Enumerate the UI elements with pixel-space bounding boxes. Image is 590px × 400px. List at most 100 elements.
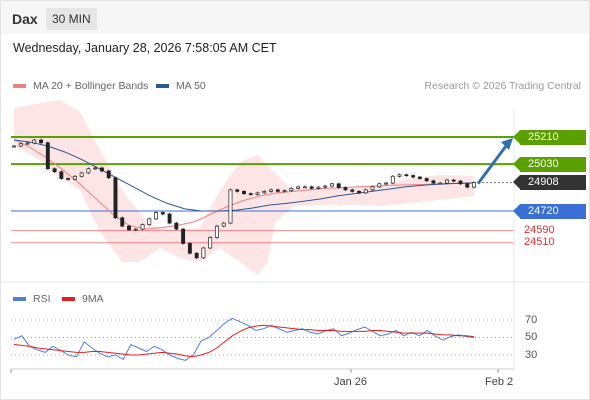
legend-rsi-label: RSI [33, 293, 51, 305]
candle-body [323, 185, 328, 188]
legend-9ma-label: 9MA [82, 293, 104, 305]
candle-body [66, 178, 71, 180]
candle-body [289, 187, 294, 191]
candle-body [12, 145, 16, 148]
candle-body [201, 247, 206, 259]
candle-body [72, 175, 77, 180]
candle-body [296, 186, 301, 189]
candle-body [384, 182, 389, 185]
level-tag-24510: 24510 [524, 236, 555, 248]
candle-body [214, 225, 219, 238]
level-tag-24908: 24908 [513, 175, 586, 190]
candle-body [424, 178, 429, 182]
candle-body [302, 186, 307, 189]
candle-body [106, 170, 111, 179]
candle-body [39, 139, 44, 144]
rsi-9ma-line [13, 324, 475, 358]
legend-9ma-swatch [62, 297, 75, 301]
candle-body [336, 183, 341, 188]
x-tick-jan26: Jan 26 [334, 376, 368, 388]
legend-ma50: MA 50 [156, 80, 206, 92]
level-tag-24590: 24590 [524, 224, 555, 236]
candle-body [404, 174, 409, 177]
candle-body [18, 143, 23, 147]
candle-body [140, 224, 145, 230]
candle-body [309, 186, 314, 189]
candle-body [363, 189, 368, 194]
candle-body [154, 212, 159, 220]
candle-body [411, 175, 416, 178]
candle-body [262, 191, 267, 194]
level-tag-24720: 24720 [513, 204, 586, 219]
candle-body [120, 217, 125, 227]
legend-rsi-swatch [13, 297, 26, 301]
candle-body [147, 218, 152, 225]
candle-body [316, 186, 321, 189]
candle-body [343, 187, 348, 191]
candle-body [187, 243, 192, 254]
level-value-25030: 25030 [528, 158, 559, 170]
level-tag-25210: 25210 [513, 130, 586, 145]
candle-body [444, 179, 449, 184]
level-value-24720: 24720 [528, 205, 559, 217]
candle-body [167, 213, 172, 224]
candle-body [282, 190, 287, 192]
tag-pointer [513, 175, 520, 189]
candle-body [59, 171, 64, 179]
legend-rsi: RSI [13, 293, 51, 305]
level-value-25210: 25210 [528, 131, 559, 143]
candle-body [228, 189, 233, 224]
candle-body [113, 177, 118, 219]
candle-body [417, 176, 422, 179]
candle-body [32, 139, 37, 144]
candle-body [397, 174, 402, 177]
candle-body [208, 237, 213, 249]
forecast-arrow-head [501, 138, 513, 150]
rsi-tick-30: 30 [525, 349, 538, 361]
legend-ma50-label: MA 50 [176, 80, 206, 92]
legend-ma20-swatch [13, 84, 26, 88]
candle-body [174, 222, 179, 230]
candle-body [370, 186, 375, 191]
credit-text: Research © 2026 Trading Central [424, 80, 581, 92]
candle-body [221, 222, 226, 227]
candle-body [79, 172, 84, 177]
candle-body [255, 192, 260, 195]
rsi-tick-50: 50 [525, 331, 538, 343]
timestamp: Wednesday, January 28, 2026 7:58:05 AM C… [13, 41, 277, 55]
candle-body [357, 191, 361, 194]
candle-body [465, 183, 470, 188]
timeframe-button[interactable]: 30 MIN [46, 8, 97, 30]
candle-body [451, 179, 456, 182]
candle-body [350, 189, 355, 192]
bollinger-band [14, 100, 474, 275]
level-value-24908: 24908 [528, 176, 559, 188]
candle-body [86, 168, 91, 174]
candle-body [194, 252, 199, 259]
candle-body [160, 212, 165, 215]
candle-body [458, 180, 463, 185]
symbol-label: Dax [12, 11, 38, 27]
legend-ma50-swatch [156, 84, 169, 88]
candle-body [93, 167, 98, 170]
legend-ma20-label: MA 20 + Bollinger Bands [33, 80, 149, 92]
candle-body [133, 228, 138, 231]
rsi-tick-70: 70 [525, 314, 538, 326]
candle-body [438, 182, 443, 185]
candle-body [235, 189, 240, 192]
candle-body [127, 225, 131, 231]
rsi-line [13, 317, 475, 361]
candle-body [390, 175, 395, 184]
candle-body [377, 183, 382, 188]
header-bar: Dax 30 MIN [1, 1, 589, 34]
forecast-arrow-shaft [476, 145, 508, 185]
candle-body [242, 191, 246, 194]
candle-body [52, 168, 57, 173]
candle-body [45, 142, 50, 170]
candle-body [431, 180, 436, 184]
x-tick-feb2: Feb 2 [485, 376, 514, 388]
legend-9ma: 9MA [62, 293, 104, 305]
ma50-line [13, 139, 475, 212]
candle-body [25, 142, 30, 145]
